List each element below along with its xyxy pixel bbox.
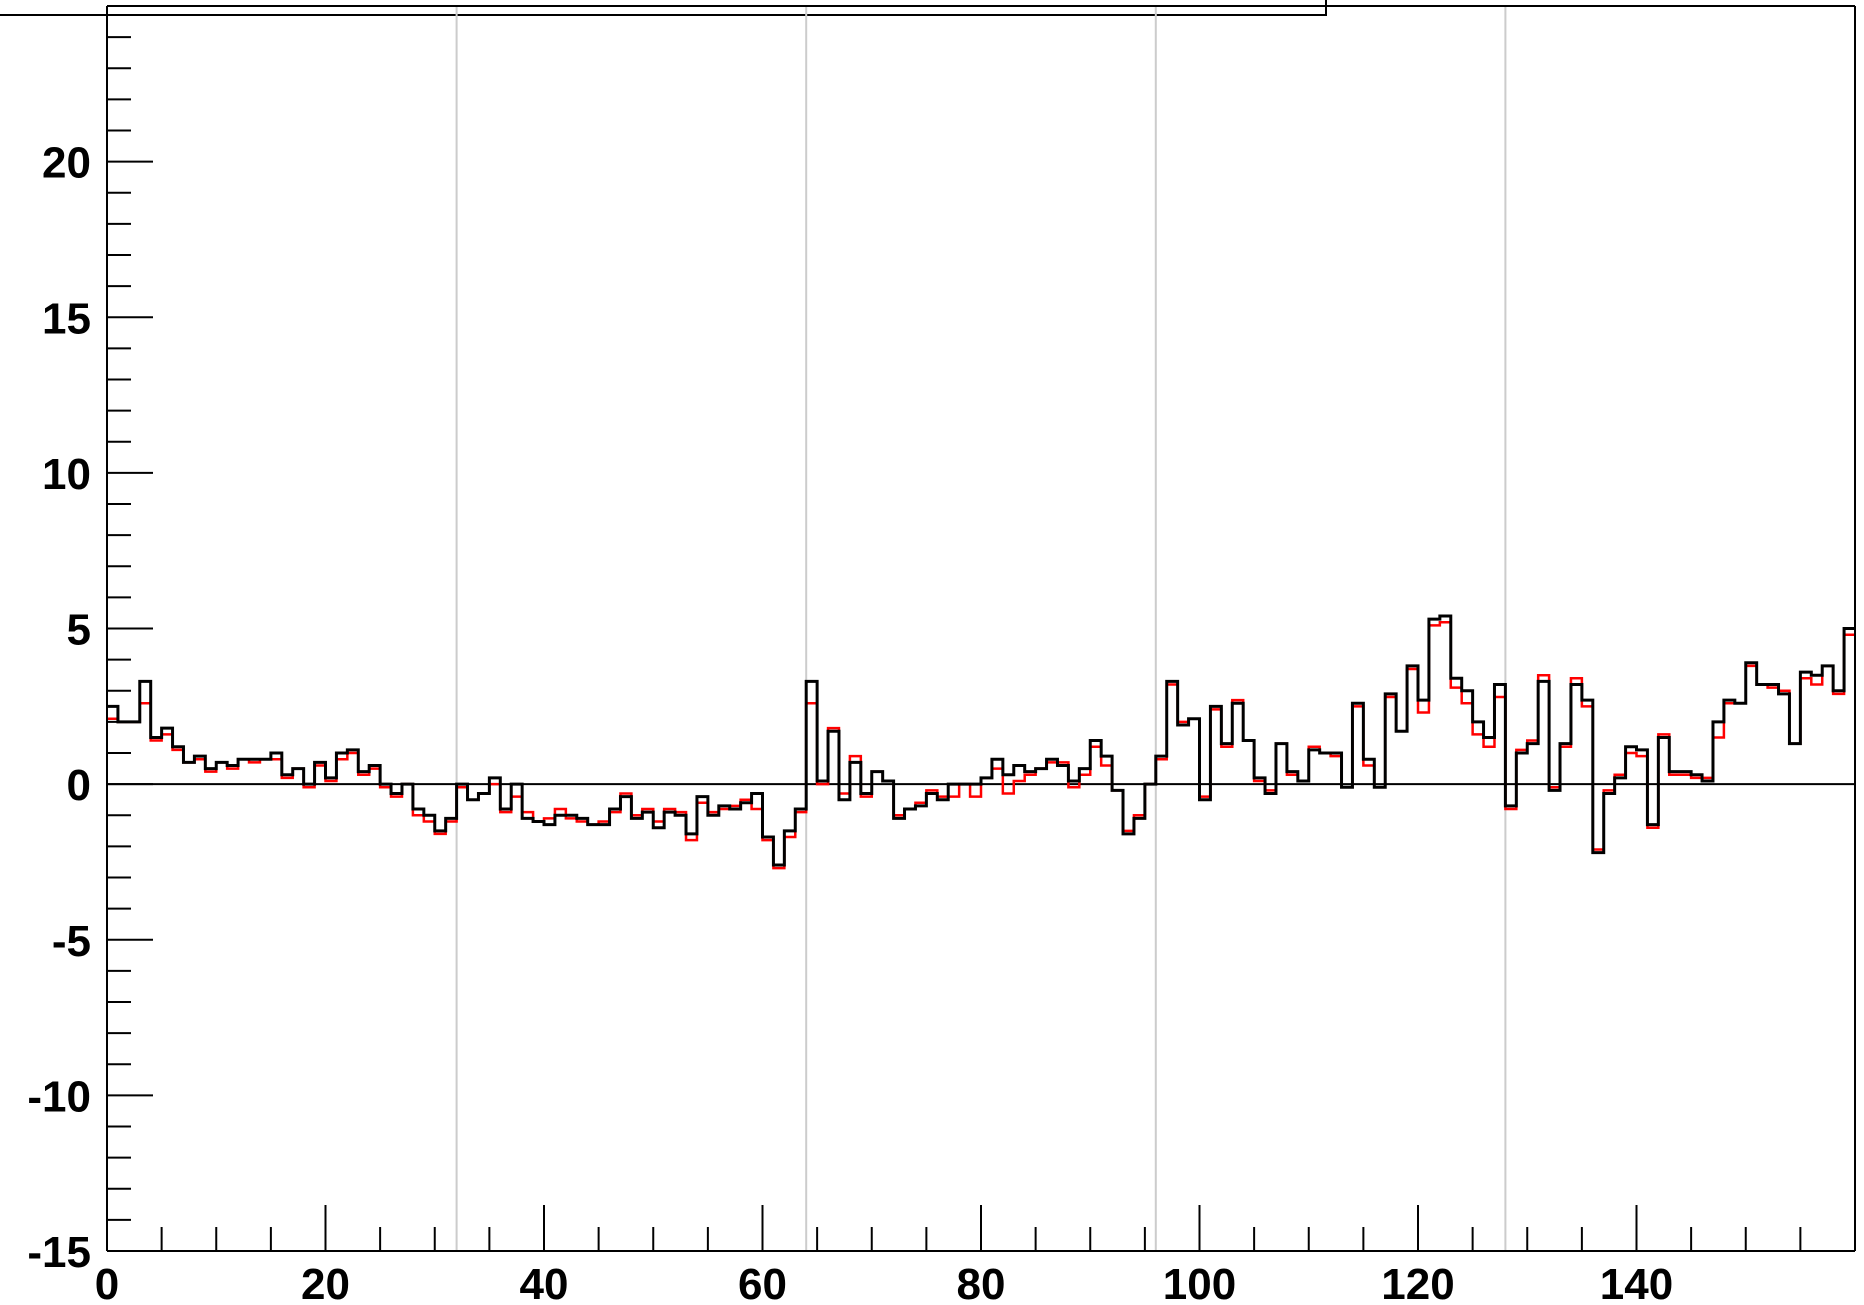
- y-tick-label: 15: [42, 294, 91, 343]
- x-tick-label: 80: [957, 1260, 1006, 1305]
- y-tick-label: -15: [27, 1228, 91, 1277]
- y-tick-label: 10: [42, 450, 91, 499]
- grid-lines: [455, 6, 1507, 1251]
- y-tick-label: 0: [67, 761, 91, 810]
- series-1-line: [107, 614, 1855, 867]
- axes: [106, 5, 1856, 1252]
- series-layer: [107, 614, 1855, 870]
- x-tick-label: 140: [1600, 1260, 1673, 1305]
- y-tick-label: -5: [52, 917, 91, 966]
- x-tick-label: 0: [95, 1260, 119, 1305]
- y-tick-label: 20: [42, 139, 91, 188]
- x-tick-label: 60: [738, 1260, 787, 1305]
- title-box: [0, 0, 1327, 16]
- tick-labels: -15 -10 -5 0 5 10 15 20 0 20 40 60 80 100 120 140: [27, 139, 1673, 1305]
- y-tick-label: 5: [67, 606, 91, 655]
- x-tick-label: 120: [1381, 1260, 1454, 1305]
- x-tick-label: 100: [1163, 1260, 1236, 1305]
- x-tick-label: 20: [301, 1260, 350, 1305]
- y-tick-label: -10: [27, 1072, 91, 1121]
- x-tick-label: 40: [520, 1260, 569, 1305]
